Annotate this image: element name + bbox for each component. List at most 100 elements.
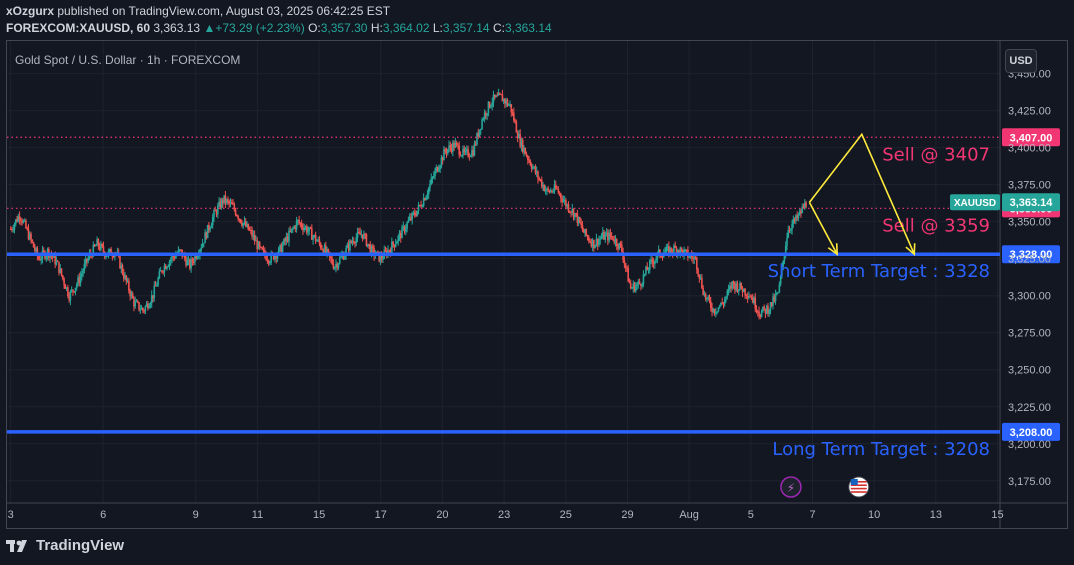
time-tick-label: 7	[809, 509, 815, 521]
candle-body	[527, 156, 529, 160]
candle-body	[408, 217, 411, 221]
candle-body	[372, 246, 374, 249]
currency-button[interactable]: USD	[1005, 49, 1037, 73]
candle-body	[187, 259, 190, 261]
candle-body	[225, 199, 228, 203]
candle-body	[716, 311, 718, 313]
candle-body	[502, 98, 505, 102]
candle-body	[45, 255, 48, 259]
price-badge-label: 3,208.00	[1010, 427, 1053, 439]
flag-stripe	[850, 487, 867, 490]
candle-body	[32, 242, 35, 248]
candle-body	[14, 219, 17, 224]
candle-body	[782, 260, 784, 267]
candle-body	[138, 302, 140, 310]
candle-body	[105, 256, 107, 258]
candle-body	[765, 306, 768, 314]
candle-body	[201, 243, 204, 248]
candle-body	[148, 306, 150, 309]
candle-body	[715, 312, 717, 314]
candle-body	[457, 143, 459, 146]
candle-body	[97, 239, 100, 247]
candle-body	[279, 244, 281, 248]
candle-body	[790, 229, 792, 231]
event-markers[interactable]: ⚡	[780, 476, 870, 498]
candle-body	[224, 195, 227, 203]
time-tick-label: 11	[252, 509, 263, 521]
candle-body	[520, 139, 523, 147]
candle-body	[100, 243, 102, 250]
candle-body	[36, 248, 39, 257]
candle-body	[183, 254, 186, 259]
candle-body	[594, 245, 596, 249]
candle-body	[84, 258, 87, 264]
candle-body	[462, 148, 464, 156]
candle-body	[731, 281, 734, 289]
candle-body	[136, 301, 139, 303]
author-name[interactable]: xOzgurx	[6, 4, 55, 18]
candle-body	[483, 112, 486, 120]
candle-body	[488, 101, 491, 108]
candle-body	[581, 225, 584, 230]
candle-body	[762, 306, 764, 312]
candle-body	[443, 149, 445, 161]
tradingview-footer[interactable]: TradingView	[6, 537, 124, 554]
candle-body	[18, 216, 21, 220]
candle-body	[793, 218, 796, 222]
candle-body	[654, 260, 656, 265]
candle-body	[459, 154, 462, 156]
candle-body	[256, 240, 258, 250]
candle-body	[338, 257, 341, 264]
candle-body	[439, 165, 441, 170]
candle-body	[53, 255, 55, 258]
candle-body	[725, 296, 727, 300]
candle-body	[561, 198, 563, 202]
candle-body	[693, 257, 696, 260]
candle-body	[628, 281, 631, 284]
candle-body	[779, 276, 782, 285]
candle-body	[446, 149, 449, 154]
candle-body	[455, 142, 458, 144]
candle-body	[599, 238, 602, 240]
flag-canton	[850, 479, 858, 485]
candle-body	[34, 247, 36, 251]
candle-body	[495, 95, 497, 98]
candle-body	[776, 292, 778, 295]
candle-body	[552, 191, 555, 193]
candle-body	[13, 223, 16, 230]
candle-body	[297, 219, 299, 221]
candle-body	[204, 232, 206, 244]
candle-body	[285, 236, 288, 242]
candle-body	[471, 150, 473, 156]
time-axis[interactable]: 3 6 9 11 15 17 20 23 25 29 Aug 5 7 10 13 15	[8, 509, 1004, 521]
candle-body	[294, 226, 297, 229]
candle-body	[405, 228, 407, 232]
candle-body	[674, 245, 676, 248]
candle-body	[40, 258, 42, 261]
candle-body	[777, 292, 779, 294]
candle-body	[161, 270, 163, 272]
candle-body	[610, 236, 613, 238]
candle-body	[643, 273, 646, 275]
candle-body	[618, 242, 621, 249]
candle-body	[384, 250, 387, 252]
candle-body	[246, 223, 248, 227]
candle-body	[609, 232, 612, 237]
candle-body	[210, 225, 213, 228]
candle-body	[72, 289, 74, 292]
candle-body	[290, 228, 293, 232]
arrow-head	[905, 243, 916, 256]
candle-body	[352, 241, 355, 243]
close-label: C:	[492, 21, 505, 35]
price-axis[interactable]: 3,175.00 3,200.00 3,225.00 3,250.00 3,275.00…	[1008, 69, 1051, 488]
candle-body	[270, 253, 272, 263]
candle-body	[796, 215, 798, 219]
candle-body	[333, 267, 336, 269]
candle-body	[519, 134, 521, 147]
candle-body	[427, 187, 430, 195]
candle-body	[551, 190, 553, 192]
candle-body	[429, 184, 431, 188]
candle-body	[399, 232, 402, 239]
candle-body	[111, 255, 114, 257]
